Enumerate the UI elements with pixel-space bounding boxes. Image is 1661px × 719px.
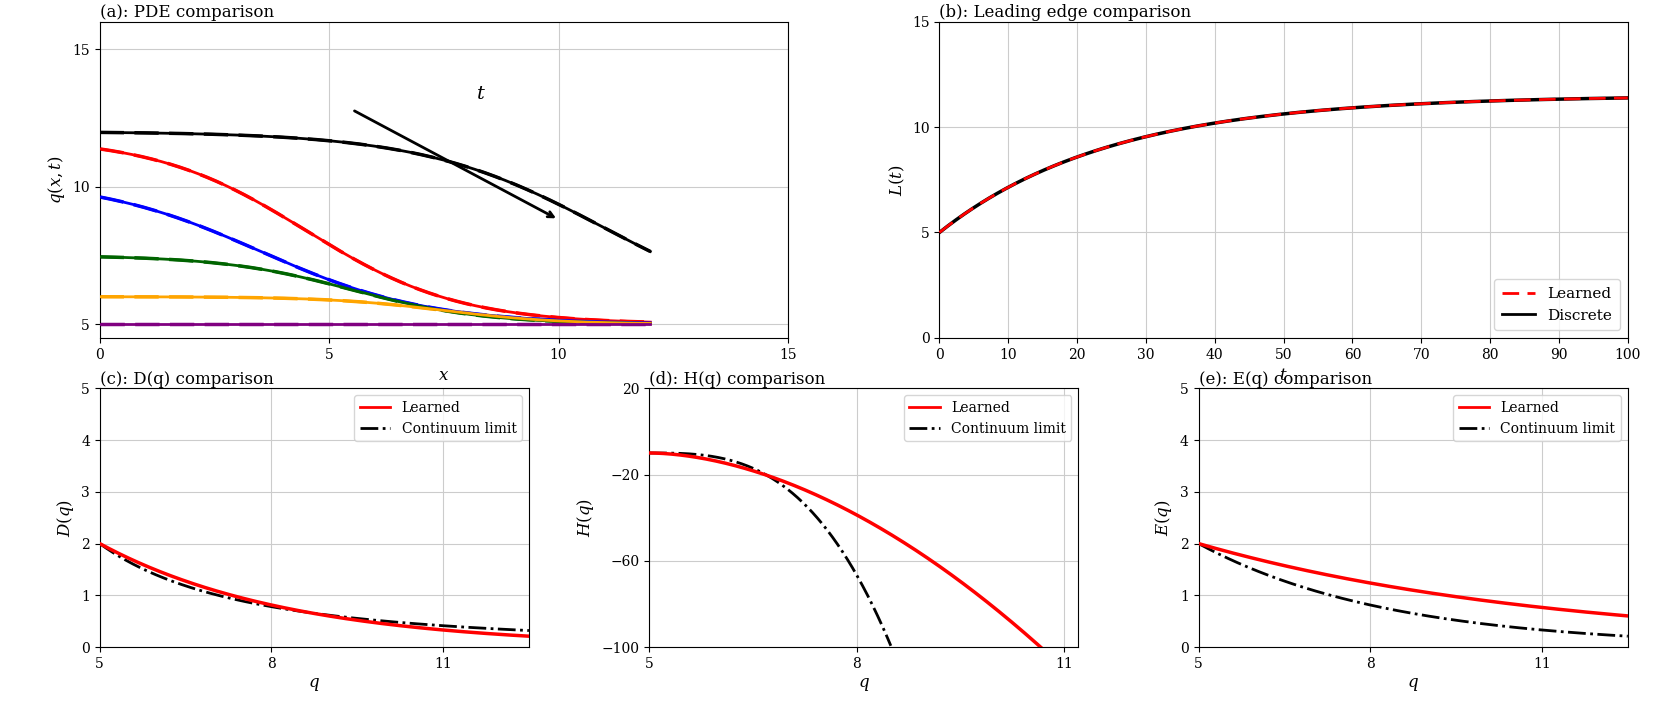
Y-axis label: $q(x,t)$: $q(x,t)$ [47, 155, 66, 204]
Y-axis label: $E(q)$: $E(q)$ [1153, 500, 1174, 536]
Discrete [1339, 104, 1359, 112]
Learned [1241, 553, 1261, 562]
Continuum limit [1500, 623, 1520, 631]
Learned [90, 539, 110, 548]
Learned [1500, 600, 1520, 608]
Discrete [1302, 107, 1322, 116]
Continuum limit [880, 641, 900, 650]
Learned [1302, 107, 1322, 116]
Learned [518, 632, 538, 641]
Text: $t$: $t$ [477, 85, 485, 103]
Continuum limit [872, 622, 892, 631]
Y-axis label: $D(q)$: $D(q)$ [55, 499, 75, 536]
Continuum limit [229, 596, 249, 605]
Continuum limit [400, 619, 420, 628]
Learned [948, 576, 968, 585]
Learned [1189, 539, 1209, 548]
Learned [1493, 96, 1513, 105]
X-axis label: $q$: $q$ [1407, 677, 1418, 693]
Continuum limit [678, 449, 698, 458]
Y-axis label: $H(q)$: $H(q)$ [575, 498, 596, 537]
Learned [229, 593, 249, 602]
Discrete [1601, 94, 1621, 103]
Continuum limit [1329, 593, 1349, 602]
Continuum limit [1498, 623, 1518, 631]
Continuum limit [259, 602, 279, 610]
Learned [259, 600, 279, 609]
Learned [360, 618, 380, 626]
Learned [1601, 94, 1621, 103]
Text: (d): H(q) comparison: (d): H(q) comparison [649, 371, 826, 388]
Learned [1618, 93, 1638, 102]
Continuum limit [639, 449, 659, 457]
Continuum limit [1189, 539, 1209, 548]
Continuum limit [90, 539, 110, 548]
Learned [402, 623, 422, 631]
Learned [691, 454, 711, 462]
Learned [779, 479, 799, 487]
Discrete [1493, 96, 1513, 105]
Learned [141, 564, 161, 572]
Continuum limit [1359, 600, 1379, 609]
Legend: Learned, Continuum limit: Learned, Continuum limit [354, 395, 522, 441]
Y-axis label: $L(t)$: $L(t)$ [887, 164, 907, 196]
Line: Discrete: Discrete [940, 98, 1628, 232]
Learned [1068, 678, 1088, 687]
Legend: Learned, Continuum limit: Learned, Continuum limit [904, 395, 1071, 441]
X-axis label: $q$: $q$ [309, 677, 321, 693]
Discrete [1261, 111, 1281, 120]
Learned [1339, 104, 1359, 112]
Learned [952, 577, 972, 586]
Continuum limit [360, 615, 380, 624]
Learned [930, 228, 950, 237]
Learned [1458, 594, 1478, 603]
Line: Continuum limit: Continuum limit [100, 544, 528, 631]
Text: (b): Leading edge comparison: (b): Leading edge comparison [940, 4, 1191, 22]
Line: Learned: Learned [940, 98, 1628, 232]
Text: (c): D(q) comparison: (c): D(q) comparison [100, 371, 274, 388]
Learned [1261, 111, 1281, 120]
Learned [1498, 599, 1518, 608]
Learned [639, 449, 659, 457]
Continuum limit [402, 619, 422, 628]
Discrete [1618, 93, 1638, 102]
Text: (e): E(q) comparison: (e): E(q) comparison [1199, 371, 1372, 388]
Continuum limit [1241, 564, 1261, 572]
Learned [1256, 111, 1276, 120]
Continuum limit [842, 562, 862, 571]
X-axis label: $x$: $x$ [439, 367, 450, 384]
Learned [1329, 573, 1349, 582]
Continuum limit [1618, 632, 1638, 641]
Line: Learned: Learned [649, 453, 1078, 682]
Learned [909, 548, 928, 557]
Line: Continuum limit: Continuum limit [649, 453, 890, 646]
Learned [809, 492, 829, 500]
Discrete [930, 228, 950, 237]
Legend: Learned, Discrete: Learned, Discrete [1495, 280, 1619, 330]
X-axis label: $q$: $q$ [857, 677, 870, 693]
Continuum limit [141, 569, 161, 577]
Continuum limit [806, 512, 826, 521]
X-axis label: $t$: $t$ [1279, 367, 1287, 384]
Learned [1618, 612, 1638, 620]
Learned [1359, 578, 1379, 587]
Text: (a): PDE comparison: (a): PDE comparison [100, 4, 274, 22]
Continuum limit [1458, 618, 1478, 626]
Continuum limit [518, 626, 538, 635]
Line: Learned: Learned [100, 544, 528, 636]
Line: Learned: Learned [1199, 544, 1628, 616]
Discrete [1256, 111, 1276, 120]
Continuum limit [854, 585, 874, 593]
Line: Continuum limit: Continuum limit [1199, 544, 1628, 636]
Legend: Learned, Continuum limit: Learned, Continuum limit [1453, 395, 1621, 441]
Learned [400, 623, 420, 631]
Continuum limit [845, 568, 865, 577]
